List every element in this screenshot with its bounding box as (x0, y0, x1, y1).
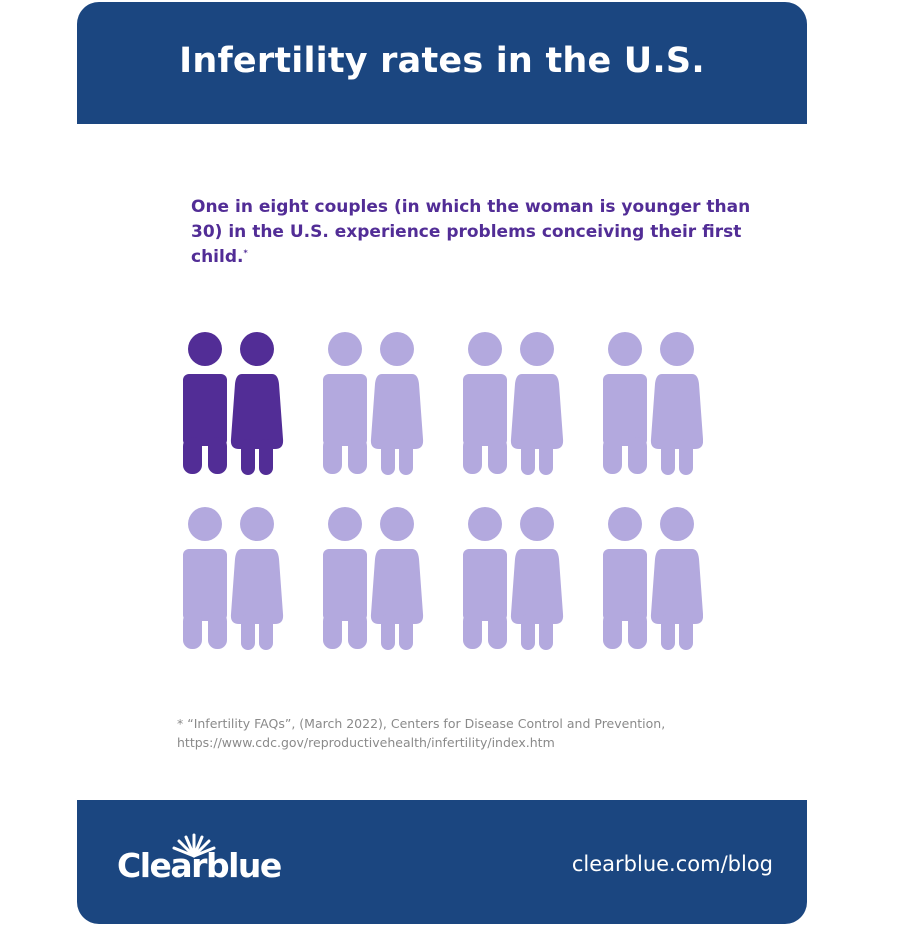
sunburst-icon (172, 833, 216, 858)
footnote-citation: * “Infertility FAQs”, (March 2022), Cent… (177, 716, 666, 731)
couples-pictogram (183, 332, 703, 650)
woman-icon (370, 507, 424, 650)
man-icon (463, 507, 507, 649)
headline: One in eight couples (in which the woman… (191, 195, 751, 270)
footnote-mark: * (243, 248, 248, 258)
source-footnote: * “Infertility FAQs”, (March 2022), Cent… (177, 714, 777, 752)
couple-figure (463, 332, 564, 475)
couple-figure (323, 332, 424, 475)
infographic-card: Infertility rates in the U.S. One in eig… (77, 2, 807, 924)
man-icon (323, 332, 367, 474)
header-banner: Infertility rates in the U.S. (77, 2, 807, 124)
couple-figure (603, 507, 703, 650)
footer-banner: Clearblue clearblue.com/blog (77, 800, 807, 924)
couple-figure (463, 507, 564, 650)
man-icon (323, 507, 367, 649)
woman-icon (370, 332, 424, 475)
brand-name: Clearblue (117, 846, 282, 885)
page-title: Infertility rates in the U.S. (179, 40, 705, 81)
man-icon (183, 332, 227, 474)
couple-figure (183, 507, 284, 650)
blog-link[interactable]: clearblue.com/blog (571, 852, 773, 876)
woman-icon (230, 332, 284, 475)
couple-figure (323, 507, 424, 650)
couple-figure (183, 332, 284, 475)
woman-icon (230, 507, 284, 650)
clearblue-logo[interactable]: Clearblue (117, 832, 307, 892)
woman-icon (510, 507, 564, 650)
woman-icon (510, 332, 564, 475)
man-icon (603, 507, 647, 649)
footnote-url[interactable]: https://www.cdc.gov/reproductivehealth/i… (177, 735, 555, 750)
man-icon (603, 332, 647, 474)
couple-figure (603, 332, 703, 475)
woman-icon (650, 507, 703, 650)
man-icon (463, 332, 507, 474)
woman-icon (650, 332, 703, 475)
headline-text: One in eight couples (in which the woman… (191, 197, 751, 267)
man-icon (183, 507, 227, 649)
